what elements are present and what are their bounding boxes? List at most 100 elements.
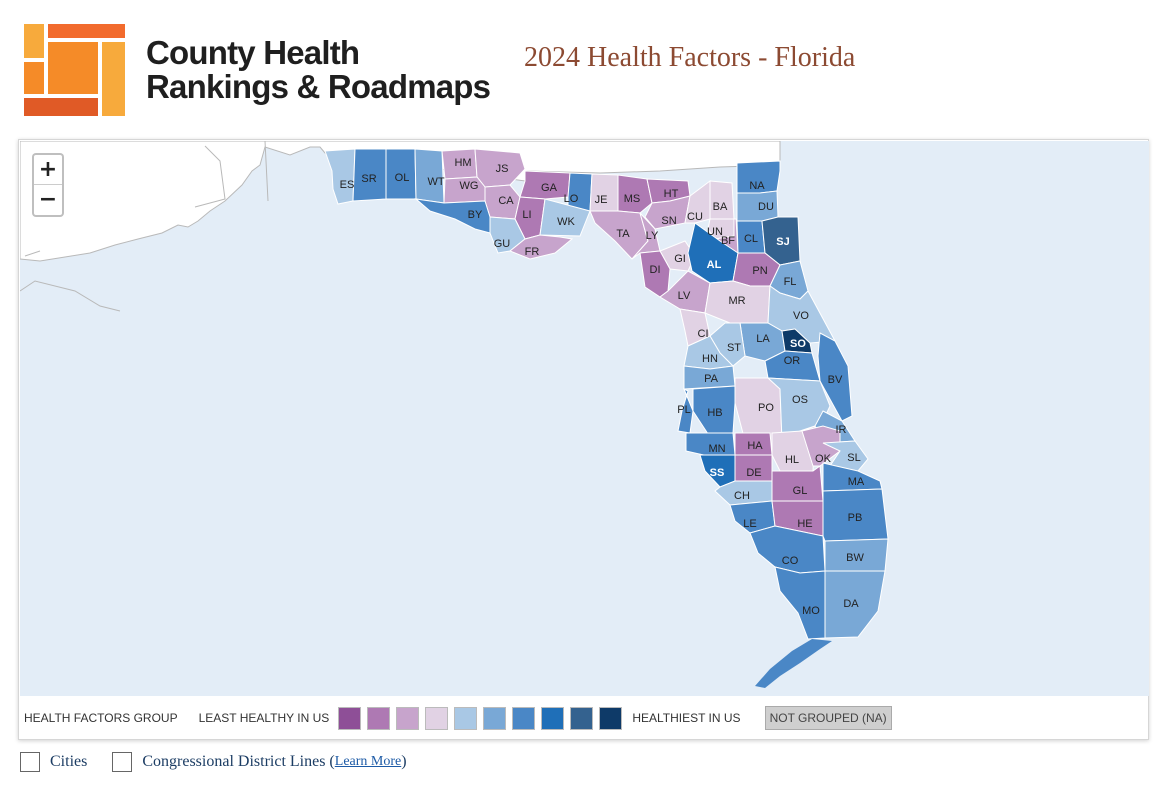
county-pa[interactable]: [683, 365, 736, 390]
legend-swatch-5[interactable]: [454, 706, 478, 730]
county-label-bv: BV: [828, 374, 843, 386]
legend-least-healthy: LEAST HEALTHY IN US: [198, 711, 330, 725]
county-label-al: AL: [707, 259, 722, 271]
state-border-line: [20, 141, 269, 312]
county-label-gi: GI: [674, 253, 686, 265]
county-label-ok: OK: [815, 453, 832, 465]
county-cu[interactable]: [684, 180, 711, 224]
legend-swatch-2[interactable]: [367, 706, 391, 730]
county-by[interactable]: [414, 198, 491, 234]
learn-more-link[interactable]: Learn More: [334, 754, 402, 769]
county-label-ba: BA: [713, 201, 728, 213]
cities-label[interactable]: Cities: [50, 753, 88, 770]
county-label-vo: VO: [793, 310, 809, 322]
county-label-gu: GU: [494, 238, 511, 250]
districts-label[interactable]: Congressional District Lines (: [142, 753, 335, 770]
county-label-co: CO: [782, 555, 799, 567]
county-label-pb: PB: [848, 512, 863, 524]
county-label-es: ES: [340, 179, 355, 191]
zoom-control: + −: [32, 153, 64, 217]
county-label-hb: HB: [707, 407, 722, 419]
county-label-ha: HA: [747, 440, 763, 452]
districts-option: Congressional District Lines ( Learn Mor…: [112, 752, 407, 772]
county-or[interactable]: [764, 350, 821, 382]
county-label-js: JS: [496, 163, 509, 175]
county-label-lo: LO: [564, 193, 579, 205]
county-label-na: NA: [749, 180, 765, 192]
county-label-bw: BW: [846, 552, 864, 564]
legend-swatch-1[interactable]: [338, 706, 362, 730]
county-label-hl: HL: [785, 454, 799, 466]
county-label-ma: MA: [848, 476, 865, 488]
county-label-pl: PL: [677, 404, 690, 416]
cities-checkbox[interactable]: [20, 752, 40, 772]
county-label-mo: MO: [802, 605, 820, 617]
legend-swatches: [338, 706, 628, 730]
map-options: Cities Congressional District Lines ( Le…: [20, 750, 407, 774]
county-label-ca: CA: [498, 195, 514, 207]
legend-swatch-8[interactable]: [541, 706, 565, 730]
legend-swatch-10[interactable]: [599, 706, 623, 730]
county-label-wg: WG: [460, 180, 479, 192]
county-label-di: DI: [650, 264, 661, 276]
legend-not-grouped[interactable]: NOT GROUPED (NA): [764, 706, 892, 730]
chrr-logo[interactable]: [24, 24, 125, 116]
legend-swatch-9[interactable]: [570, 706, 594, 730]
county-label-so: SO: [790, 338, 806, 350]
county-da[interactable]: [824, 570, 886, 639]
county-label-gl: GL: [793, 485, 808, 497]
header: County Health Rankings & Roadmaps 2024 H…: [0, 0, 1168, 130]
neighbor-land: [20, 141, 781, 262]
county-label-ta: TA: [616, 228, 630, 240]
county-label-ch: CH: [734, 490, 750, 502]
brand-name: County Health Rankings & Roadmaps: [146, 36, 491, 104]
county-label-fr: FR: [525, 246, 540, 258]
county-label-je: JE: [595, 194, 608, 206]
county-label-du: DU: [758, 201, 774, 213]
county-label-hm: HM: [454, 157, 471, 169]
county-ma[interactable]: [822, 462, 883, 492]
legend-swatch-4[interactable]: [425, 706, 449, 730]
county-label-un: UN: [707, 226, 723, 238]
florida-keys[interactable]: [755, 639, 832, 688]
county-es[interactable]: [324, 148, 356, 205]
county-label-wk: WK: [557, 216, 575, 228]
county-label-de: DE: [746, 467, 761, 479]
county-label-ss: SS: [710, 467, 725, 479]
county-fr[interactable]: [509, 234, 574, 260]
county-label-wt: WT: [427, 176, 444, 188]
legend-swatch-6[interactable]: [483, 706, 507, 730]
zoom-in-button[interactable]: +: [34, 155, 62, 185]
county-label-or: OR: [784, 355, 801, 367]
florida-county-map[interactable]: ES SR OL WT HM JS WG CA BY GA LO LI WK GU FR JE MS HT TA SN…: [20, 141, 1149, 696]
county-label-st: ST: [727, 342, 741, 354]
county-bv[interactable]: [817, 332, 853, 422]
zoom-out-button[interactable]: −: [38, 187, 58, 212]
county-label-he: HE: [797, 518, 812, 530]
county-wk[interactable]: [539, 198, 591, 237]
county-ms[interactable]: [617, 174, 653, 214]
county-label-le: LE: [743, 518, 756, 530]
county-label-fl: FL: [784, 276, 797, 288]
county-label-da: DA: [843, 598, 859, 610]
legend-swatch-3[interactable]: [396, 706, 420, 730]
county-label-lv: LV: [678, 290, 691, 302]
county-label-sj: SJ: [776, 236, 789, 248]
county-label-os: OS: [792, 394, 808, 406]
legend-healthiest: HEALTHIEST IN US: [632, 711, 741, 725]
county-label-ms: MS: [624, 193, 641, 205]
county-label-po: PO: [758, 402, 774, 414]
county-so[interactable]: [781, 328, 813, 354]
districts-checkbox[interactable]: [112, 752, 133, 772]
legend-swatch-7[interactable]: [512, 706, 536, 730]
map-area[interactable]: ES SR OL WT HM JS WG CA BY GA LO LI WK GU FR JE MS HT TA SN…: [20, 141, 1149, 696]
county-label-pn: PN: [752, 265, 767, 277]
close-paren: ): [401, 753, 407, 770]
county-label-ht: HT: [664, 188, 679, 200]
county-label-hn: HN: [702, 353, 718, 365]
county-label-by: BY: [468, 209, 483, 221]
county-mo[interactable]: [774, 566, 826, 640]
county-label-sr: SR: [361, 173, 376, 185]
legend-title: HEALTH FACTORS GROUP: [24, 711, 178, 725]
map-panel: ES SR OL WT HM JS WG CA BY GA LO LI WK GU FR JE MS HT TA SN…: [18, 139, 1149, 740]
